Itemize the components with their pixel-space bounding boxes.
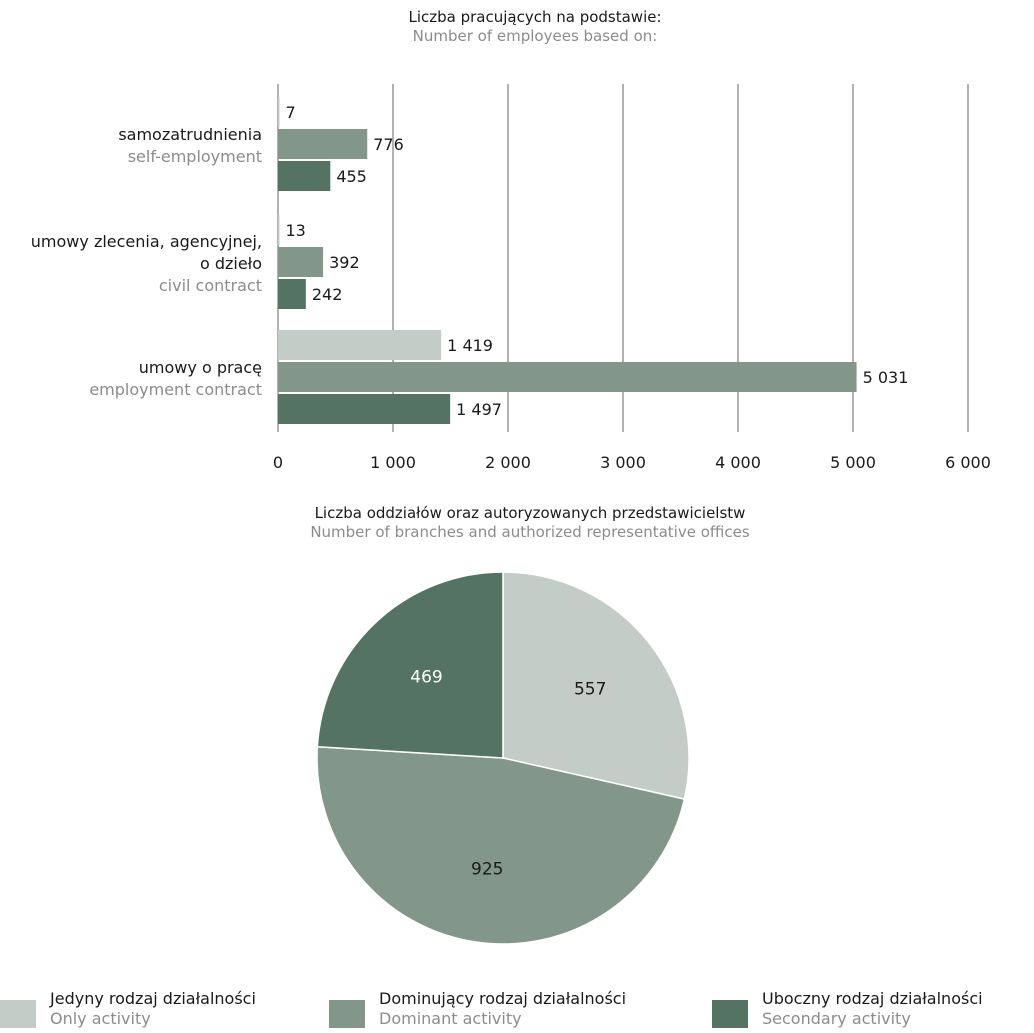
pie-chart-title: Liczba oddziałów oraz autoryzowanych prz… bbox=[80, 504, 980, 542]
category-label-0: samozatrudnienia self-employment bbox=[118, 125, 262, 166]
legend-label-dominant-pl: Dominujący rodzaj działalności bbox=[379, 989, 627, 1008]
bar-secondary-1 bbox=[278, 279, 306, 309]
legend-label-only-pl: Jedyny rodzaj działalności bbox=[50, 989, 256, 1008]
bar-value-label-only-1: 13 bbox=[286, 221, 306, 240]
category-label-pl-2-0: umowy o pracę bbox=[139, 358, 262, 377]
bar-value-label-dominant-2: 5 031 bbox=[863, 368, 909, 387]
legend-swatch-secondary bbox=[712, 1000, 748, 1028]
pie-slice-dominant bbox=[316, 745, 686, 945]
bar-dominant-2 bbox=[278, 362, 857, 392]
bar-only-0 bbox=[278, 97, 280, 127]
pie-chart-subtitle-en: Number of branches and authorized repres… bbox=[310, 522, 750, 541]
legend-label-only-en: Only activity bbox=[50, 1009, 151, 1028]
category-label-pl-0-0: samozatrudnienia bbox=[118, 125, 262, 144]
bar-value-label-secondary-0: 455 bbox=[336, 167, 367, 186]
x-tick-label-0: 0 bbox=[273, 453, 283, 472]
bar-chart-title: Liczba pracujących na podstawie: Number … bbox=[135, 8, 935, 46]
x-tick-label-5: 5 000 bbox=[830, 453, 876, 472]
category-label-en-1: civil contract bbox=[159, 276, 262, 295]
x-tick-label-3: 3 000 bbox=[600, 453, 646, 472]
bar-secondary-0 bbox=[278, 161, 331, 191]
pie-slice-only bbox=[502, 571, 690, 801]
bar-chart-title-pl: Liczba pracujących na podstawie: bbox=[408, 8, 662, 26]
legend-swatch-dominant bbox=[329, 1000, 365, 1028]
legend: Jedyny rodzaj działalności Only activity… bbox=[0, 989, 1034, 1033]
bar-value-label-dominant-0: 776 bbox=[373, 135, 404, 154]
x-tick-label-6: 6 000 bbox=[945, 453, 991, 472]
pie-slice-label-dominant: 925 bbox=[471, 859, 503, 879]
category-label-pl-1-0: umowy zlecenia, agencyjnej, bbox=[31, 232, 262, 251]
category-label-1: umowy zlecenia, agencyjnej, o dzieło civil… bbox=[31, 232, 262, 295]
bar-chart-subtitle-en: Number of employees based on: bbox=[412, 26, 658, 45]
pie-slice-label-secondary: 469 bbox=[410, 668, 442, 688]
x-tick-label-2: 2 000 bbox=[485, 453, 531, 472]
x-tick-label-4: 4 000 bbox=[715, 453, 761, 472]
category-label-en-0: self-employment bbox=[128, 147, 262, 166]
legend-label-secondary-en: Secondary activity bbox=[762, 1009, 911, 1028]
legend-label-dominant-en: Dominant activity bbox=[379, 1009, 522, 1028]
category-label-pl-1-1: o dzieło bbox=[200, 254, 262, 273]
pie-slice-secondary bbox=[316, 571, 504, 759]
bar-value-label-only-0: 7 bbox=[286, 103, 296, 122]
bar-dominant-1 bbox=[278, 247, 324, 277]
category-label-2: umowy o pracę employment contract bbox=[89, 358, 262, 399]
bar-chart: 0 1 000 2 000 3 000 4 000 5 000 6 000 7 13 1 419 7… bbox=[31, 84, 991, 472]
x-tick-label-1: 1 000 bbox=[370, 453, 416, 472]
legend-label-secondary-pl: Uboczny rodzaj działalności bbox=[762, 989, 983, 1008]
bar-only-2 bbox=[278, 330, 442, 360]
bar-value-label-only-2: 1 419 bbox=[447, 336, 493, 355]
legend-swatch-only bbox=[0, 1000, 36, 1028]
pie-chart-title-pl: Liczba oddziałów oraz autoryzowanych prz… bbox=[314, 504, 746, 522]
bar-value-label-secondary-2: 1 497 bbox=[456, 400, 502, 419]
bar-secondary-2 bbox=[278, 394, 451, 424]
bar-value-label-secondary-1: 242 bbox=[312, 285, 343, 304]
bar-only-1 bbox=[278, 215, 280, 245]
bar-dominant-0 bbox=[278, 129, 368, 159]
bar-value-label-dominant-1: 392 bbox=[329, 253, 360, 272]
pie-slice-label-only: 557 bbox=[574, 679, 606, 699]
pie-chart: 557 925 469 bbox=[316, 571, 690, 945]
category-label-en-2: employment contract bbox=[89, 380, 262, 399]
